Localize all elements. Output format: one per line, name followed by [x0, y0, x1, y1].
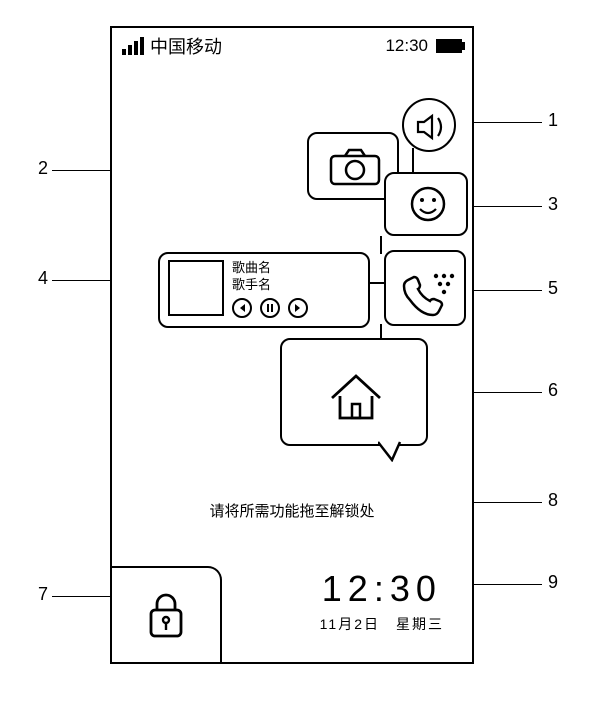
- phone-icon: [386, 252, 468, 328]
- smiley-icon: [386, 174, 470, 238]
- music-tile[interactable]: 歌曲名 歌手名: [158, 252, 370, 328]
- album-art: [168, 260, 224, 316]
- home-tile[interactable]: [280, 338, 428, 446]
- speaker-tile[interactable]: [402, 98, 456, 152]
- anno-2: 2: [38, 158, 48, 179]
- anno-6: 6: [548, 380, 558, 401]
- song-title: 歌曲名: [232, 260, 308, 277]
- statusbar-time: 12:30: [385, 36, 428, 56]
- carrier-label: 中国移动: [150, 33, 222, 59]
- lockscreen-time: 12:30: [320, 568, 444, 610]
- instruction-text: 请将所需功能拖至解锁处: [112, 500, 472, 521]
- signal-icon: [122, 37, 144, 55]
- anno-7: 7: [38, 584, 48, 605]
- anno-3: 3: [548, 194, 558, 215]
- battery-icon: [436, 39, 462, 53]
- next-button[interactable]: [288, 298, 308, 318]
- anno-1: 1: [548, 110, 558, 131]
- phone-frame: 中国移动 12:30: [110, 26, 474, 664]
- lock-tile[interactable]: [112, 566, 222, 662]
- anno-9: 9: [548, 572, 558, 593]
- pause-button[interactable]: [260, 298, 280, 318]
- home-icon: [282, 340, 430, 448]
- message-tile[interactable]: [384, 172, 468, 236]
- home-tail: [378, 440, 408, 462]
- prev-button[interactable]: [232, 298, 252, 318]
- lock-icon: [143, 588, 189, 642]
- artist-name: 歌手名: [232, 277, 308, 294]
- lockscreen-date: 11月2日 星期三: [320, 614, 444, 634]
- anno-8: 8: [548, 490, 558, 511]
- anno-5: 5: [548, 278, 558, 299]
- phone-tile[interactable]: [384, 250, 466, 326]
- speaker-icon: [404, 100, 458, 154]
- lockscreen-clock: 12:30 11月2日 星期三: [320, 568, 444, 634]
- status-bar: 中国移动 12:30: [112, 34, 472, 58]
- anno-4: 4: [38, 268, 48, 289]
